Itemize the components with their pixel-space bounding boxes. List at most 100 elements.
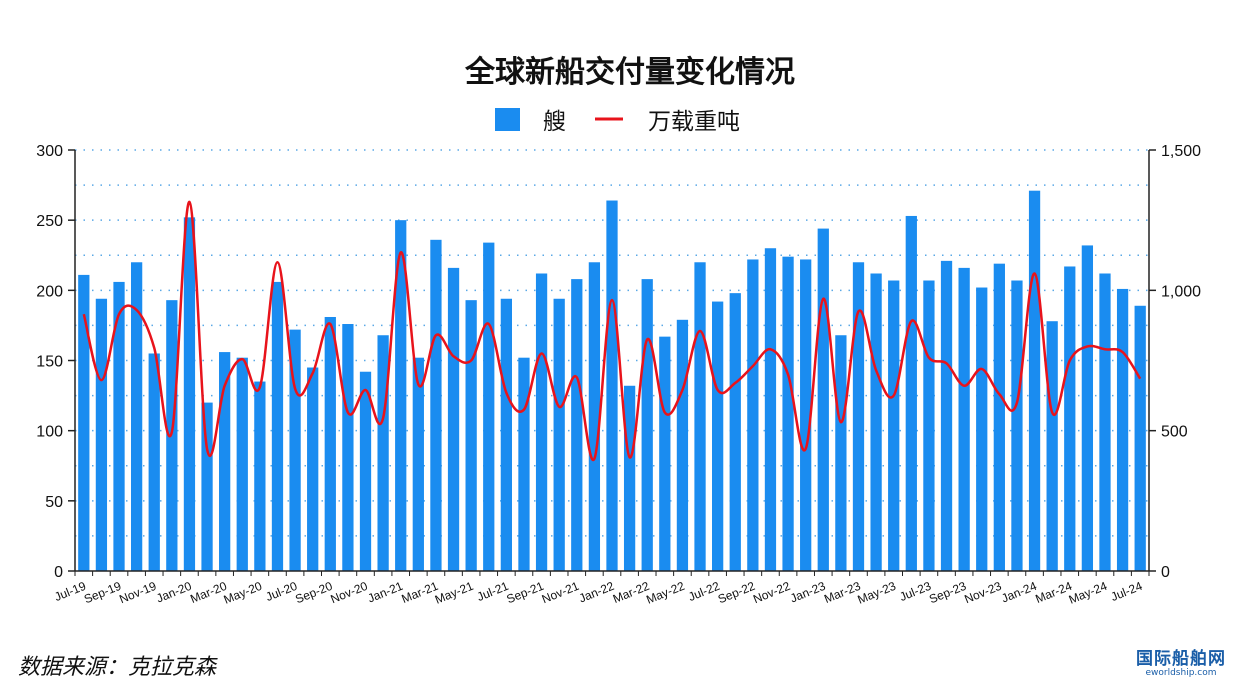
- bar: [307, 367, 319, 571]
- bar: [553, 298, 565, 571]
- bar: [993, 263, 1005, 571]
- legend-swatch-bar: [495, 108, 520, 131]
- x-tick-label: Jan-22: [577, 579, 617, 606]
- bar: [817, 228, 829, 571]
- x-tick-label: May-24: [1067, 579, 1110, 607]
- bar: [694, 262, 706, 571]
- bar: [113, 281, 125, 571]
- x-tick-label: Nov-23: [962, 579, 1003, 607]
- bar: [800, 259, 812, 571]
- bar: [271, 281, 284, 571]
- x-tick-label: Jul-23: [897, 579, 933, 604]
- bar: [712, 301, 724, 571]
- bar: [870, 273, 882, 571]
- bar: [359, 371, 372, 571]
- x-tick-label: Nov-20: [329, 579, 370, 607]
- x-tick-label: Jan-21: [366, 579, 406, 606]
- bar: [606, 200, 618, 571]
- bar: [958, 267, 970, 571]
- chart-title: 全球新船交付量变化情况: [464, 55, 795, 90]
- bar: [659, 336, 671, 571]
- x-tick-label: Jul-22: [686, 579, 722, 604]
- bar: [940, 260, 953, 571]
- bar: [78, 274, 90, 571]
- bar: [236, 357, 248, 571]
- x-tick-label: Jan-24: [999, 579, 1039, 606]
- bar: [1011, 280, 1023, 571]
- bar: [835, 335, 847, 571]
- y-left-tick-label: 100: [36, 424, 63, 441]
- bar: [412, 357, 424, 571]
- x-tick-label: Nov-22: [751, 579, 792, 607]
- bar: [289, 329, 301, 571]
- bar: [1081, 245, 1094, 571]
- bar: [377, 335, 389, 571]
- x-tick-label: Jan-20: [154, 579, 194, 606]
- site-logo: 国际船舶网 eworldship.com: [1136, 650, 1226, 678]
- line-series: [82, 200, 1142, 462]
- bar: [976, 287, 988, 571]
- bar: [764, 248, 777, 571]
- x-tick-label: Jul-24: [1109, 579, 1145, 604]
- y-right-tick-label: 1,500: [1161, 143, 1201, 160]
- bar: [130, 262, 143, 571]
- bar: [518, 357, 530, 571]
- bar: [500, 298, 512, 571]
- bar: [1046, 321, 1058, 571]
- bar: [1028, 190, 1041, 572]
- bar: [1099, 273, 1111, 571]
- bar: [852, 262, 865, 571]
- y-left-tick-label: 300: [36, 143, 63, 160]
- bar: [1134, 305, 1146, 571]
- y-left-tick-label: 0: [54, 564, 63, 581]
- bar: [641, 279, 653, 571]
- x-tick-label: Jul-21: [475, 579, 511, 604]
- bar: [483, 242, 495, 571]
- x-tick-label: May-21: [433, 579, 476, 607]
- x-tick-label: Nov-21: [540, 579, 581, 607]
- x-tick-label: Jul-20: [264, 579, 300, 604]
- logo-text: 国际船舶网: [1136, 649, 1226, 669]
- bar: [219, 352, 231, 571]
- y-left-tick-label: 250: [36, 213, 63, 230]
- x-tick-label: Jan-23: [788, 579, 828, 606]
- bar: [1064, 266, 1076, 571]
- bar: [747, 259, 759, 571]
- line-path: [82, 200, 1142, 462]
- bar: [447, 267, 460, 571]
- bar: [148, 353, 160, 571]
- y-right-tick-label: 500: [1161, 424, 1188, 441]
- bar: [623, 385, 636, 571]
- x-tick-label: May-23: [855, 579, 898, 607]
- bar: [183, 217, 196, 572]
- bar: [905, 215, 917, 571]
- bar: [535, 273, 548, 571]
- bar: [588, 262, 601, 571]
- x-tick-label: Jul-19: [52, 579, 88, 604]
- bar: [923, 280, 935, 571]
- bar: [782, 256, 794, 571]
- legend: 艘 万载重吨: [495, 108, 740, 135]
- bar: [324, 316, 336, 571]
- x-tick-label: Nov-19: [117, 579, 158, 607]
- bar-series: [78, 190, 1146, 572]
- bar: [888, 280, 900, 571]
- y-left-tick-label: 150: [36, 354, 63, 371]
- x-tick-label: May-20: [222, 579, 265, 607]
- bar: [465, 300, 477, 571]
- bar: [571, 279, 583, 571]
- y-left-tick-label: 50: [45, 494, 63, 511]
- y-left-tick-label: 200: [36, 283, 63, 300]
- legend-label-bar: 艘: [543, 109, 566, 135]
- legend-label-line: 万载重吨: [648, 109, 740, 135]
- bar: [95, 298, 108, 571]
- bar: [729, 293, 741, 571]
- bar: [1116, 288, 1129, 571]
- y-right-tick-label: 1,000: [1161, 283, 1201, 300]
- bar: [430, 239, 442, 571]
- y-right-tick-label: 0: [1161, 564, 1170, 581]
- bar: [395, 220, 407, 571]
- bar: [254, 381, 266, 571]
- x-tick-label: May-22: [644, 579, 687, 607]
